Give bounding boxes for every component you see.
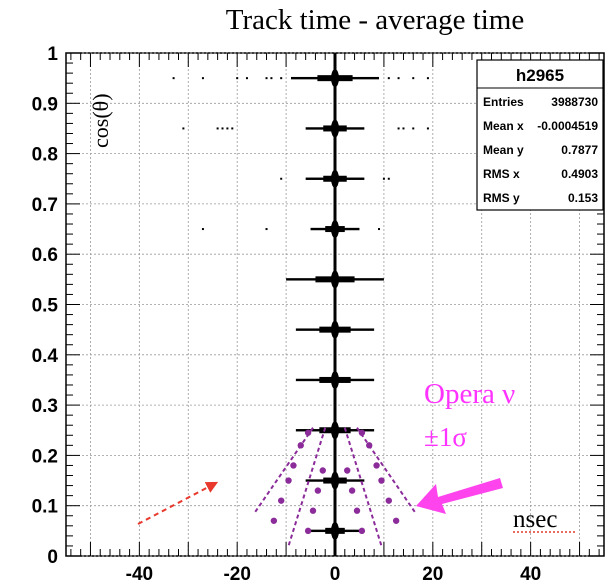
- y-tick-label: 0.2: [32, 446, 58, 467]
- band-outlier: [265, 77, 268, 80]
- stats-row-label: Mean y: [483, 143, 524, 157]
- opera-dot: [373, 462, 380, 469]
- y-tick-label: 0.8: [32, 145, 58, 166]
- opera-boundary-line: [253, 427, 314, 514]
- opera-pointer-arrow: [416, 478, 503, 514]
- band-outlier: [236, 77, 239, 80]
- stats-row-label: RMS x: [483, 167, 520, 181]
- y-tick-label: 0.4: [32, 346, 59, 367]
- opera-dot: [358, 429, 366, 436]
- y-tick-label: 1: [47, 44, 58, 65]
- band-inner: [319, 427, 351, 434]
- band-outlier: [412, 77, 415, 80]
- band-outlier: [387, 177, 390, 180]
- band-outlier: [245, 77, 248, 80]
- band-inner: [325, 527, 345, 534]
- band-outlier: [265, 228, 268, 231]
- band-outlier: [216, 127, 219, 130]
- y-tick-label: 0.6: [32, 245, 58, 266]
- band-inner: [319, 376, 351, 383]
- x-axis-label: nsec: [513, 506, 557, 533]
- opera-band: [253, 427, 417, 547]
- opera-dot: [378, 477, 385, 484]
- opera-dot: [353, 507, 361, 514]
- band-outlier: [412, 127, 415, 130]
- opera-dot: [314, 487, 322, 494]
- band-outlier: [382, 177, 385, 180]
- chart-title: Track time - average time: [226, 4, 524, 36]
- x-tick-label: -40: [126, 564, 153, 583]
- x-tick-label: 40: [520, 564, 541, 583]
- band-outlier: [397, 77, 400, 80]
- y-tick-label: 0.1: [32, 497, 59, 518]
- opera-dot: [297, 442, 304, 449]
- band-inner: [319, 326, 351, 333]
- stats-row-label: Entries: [483, 95, 524, 109]
- band-outlier: [226, 127, 229, 130]
- opera-dot: [348, 487, 356, 494]
- band-outlier: [172, 77, 175, 80]
- x-tick-label: -20: [223, 564, 250, 583]
- band-outlier: [201, 77, 204, 80]
- opera-dot: [285, 477, 292, 484]
- band-outlier: [182, 127, 185, 130]
- opera-dot: [392, 517, 400, 524]
- band-inner: [323, 175, 347, 182]
- band-inner: [325, 226, 345, 233]
- stats-row-value: 0.7877: [561, 143, 598, 157]
- band-inner: [323, 125, 347, 132]
- opera-dot: [270, 517, 278, 524]
- stats-row-value: 0.4903: [561, 167, 598, 181]
- stats-row-label: RMS y: [483, 191, 520, 205]
- band-inner: [315, 276, 355, 283]
- band-outlier: [201, 228, 204, 231]
- band-outlier: [280, 177, 283, 180]
- stats-row-value: 3988730: [551, 95, 598, 109]
- stats-box: h2965 Entries 3988730 Mean x -0.0004519 Mean…: [476, 59, 604, 211]
- band-outlier: [221, 127, 224, 130]
- band-inner: [323, 477, 347, 484]
- center-spike: [333, 53, 337, 556]
- y-tick-label: 0.7: [32, 195, 58, 216]
- sigma-label: ±1σ: [424, 422, 467, 452]
- band-outlier: [426, 127, 429, 130]
- opera-label: Opera ν: [424, 378, 515, 410]
- stats-row-label: Mean x: [483, 119, 524, 133]
- opera-dot: [304, 527, 312, 535]
- band-outlier: [387, 77, 390, 80]
- band-outlier: [378, 228, 381, 231]
- stats-box-name: h2965: [516, 66, 564, 85]
- band-outlier: [397, 127, 400, 130]
- opera-dot: [344, 467, 351, 474]
- red-dashed-arrow: [137, 481, 219, 525]
- data-bands: [172, 53, 429, 556]
- band-inner: [317, 75, 353, 82]
- opera-dot: [309, 507, 317, 514]
- opera-dot: [366, 442, 373, 449]
- band-outlier: [280, 77, 283, 80]
- opera-dot: [319, 467, 326, 474]
- y-tick-label: 0: [47, 547, 58, 568]
- band-outlier: [231, 127, 234, 130]
- y-tick-label: 0.5: [32, 296, 59, 317]
- x-tick-label: 0: [330, 564, 341, 583]
- band-outlier: [402, 127, 405, 130]
- opera-dot: [385, 497, 392, 504]
- opera-dot: [290, 462, 297, 469]
- opera-dot: [358, 527, 366, 535]
- y-axis-label: cos(θ): [88, 93, 113, 148]
- opera-dot: [304, 429, 312, 436]
- band-outlier: [270, 77, 273, 80]
- stats-row-value: 0.153: [568, 191, 598, 205]
- band-outlier: [426, 77, 429, 80]
- x-tick-label: 20: [422, 564, 443, 583]
- y-tick-label: 0.9: [32, 94, 58, 115]
- opera-boundary-line: [356, 427, 417, 514]
- axis-ticks: -40 -20 0 20 40 0 0.1 0.2 0.3 0.4 0.5 0.6 0.7 0.8 0.9 1: [32, 44, 604, 583]
- opera-dot: [278, 497, 285, 504]
- y-tick-label: 0.3: [32, 396, 58, 417]
- stats-row-value: -0.0004519: [537, 119, 598, 133]
